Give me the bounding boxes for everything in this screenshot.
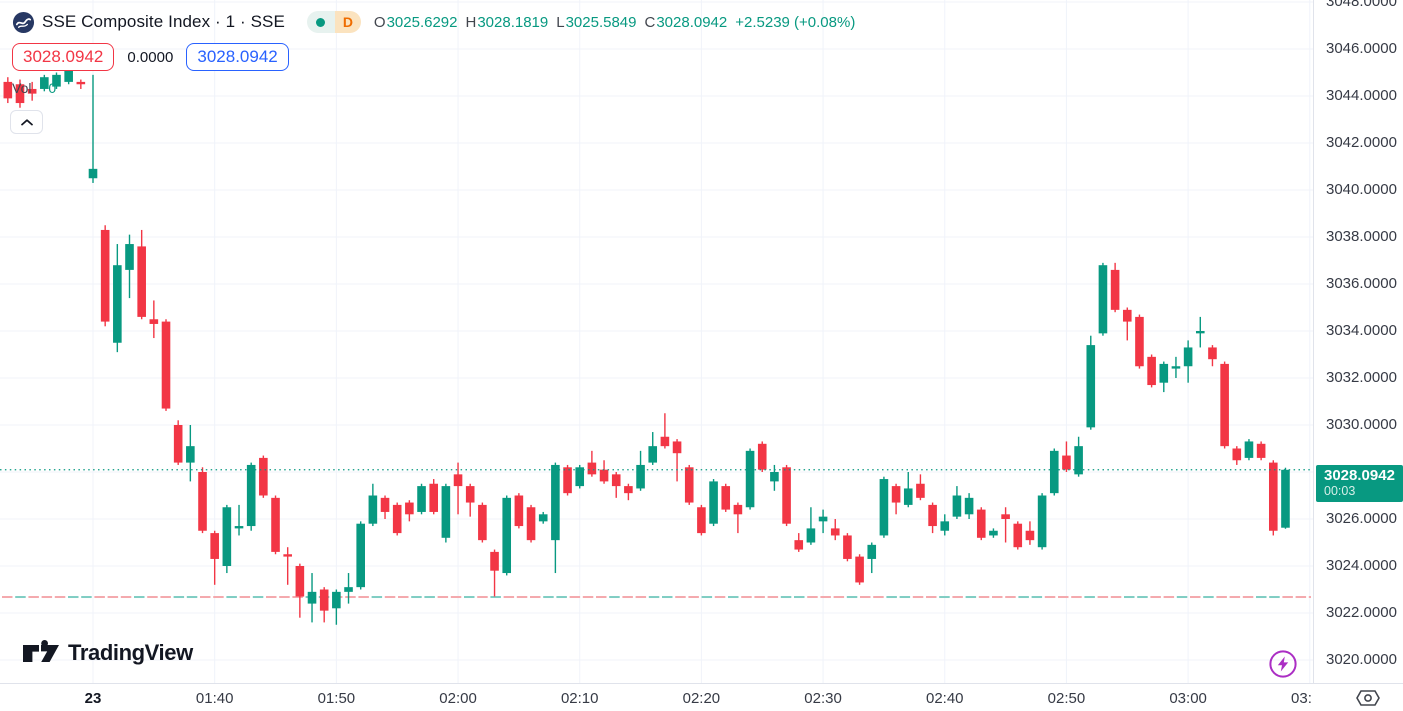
change-value: +2.5239 (+0.08%) xyxy=(735,13,856,31)
legend-collapse-button[interactable] xyxy=(10,110,43,134)
price-axis-label: 3026.0000 xyxy=(1326,510,1397,527)
price-axis-label: 3030.0000 xyxy=(1326,416,1397,433)
symbol-title[interactable]: SSE Composite Index · 1 · SSE xyxy=(42,12,285,31)
time-axis-label: 02:40 xyxy=(925,690,964,707)
tradingview-mark-icon xyxy=(23,640,59,662)
sell-button[interactable]: 3028.0942 xyxy=(12,43,115,71)
boost-button[interactable] xyxy=(1268,649,1298,679)
price-axis-label: 3034.0000 xyxy=(1326,322,1397,339)
time-axis-label: 03:00 xyxy=(1169,690,1207,707)
time-axis-label: 01:50 xyxy=(317,690,356,707)
price-axis-label: 3048.0000 xyxy=(1326,0,1397,10)
low-label: L xyxy=(556,13,565,31)
price-axis-label: 3042.0000 xyxy=(1326,134,1397,151)
low-value: 3025.5849 xyxy=(565,13,637,31)
volume-value: 0 xyxy=(48,80,57,96)
sse-symbol-logo-icon xyxy=(12,11,35,33)
high-label: H xyxy=(465,13,477,31)
last-price-value: 3028.0942 xyxy=(1324,467,1395,485)
candles-layer xyxy=(3,67,1290,625)
price-axis-label: 3038.0000 xyxy=(1326,228,1397,245)
price-axis-label: 3032.0000 xyxy=(1326,369,1397,386)
time-axis-label: 23 xyxy=(84,690,102,707)
time-axis-label: 02:20 xyxy=(682,690,721,707)
legend: SSE Composite Index · 1 · SSE D O 3025.62… xyxy=(10,8,860,134)
market-status-dot-icon[interactable] xyxy=(306,11,335,33)
close-value: 3028.0942 xyxy=(656,13,728,31)
grid-layer xyxy=(0,0,1313,683)
price-axis-label: 3040.0000 xyxy=(1326,181,1397,198)
open-value: 3025.6292 xyxy=(386,13,458,31)
price-axis-label: 3046.0000 xyxy=(1326,40,1397,57)
time-axis[interactable]: 23 01:40 01:50 02:00 02:10 02:20 02:30 02:40 02:… xyxy=(0,683,1403,711)
price-axis-label: 3036.0000 xyxy=(1326,275,1397,292)
price-axis-label: 3044.0000 xyxy=(1326,87,1397,104)
spread-value: 0.0000 xyxy=(127,48,174,66)
chevron-up-icon xyxy=(20,118,33,125)
open-label: O xyxy=(373,13,386,31)
last-price-label: 3028.0942 00:03 xyxy=(1316,465,1403,503)
close-label: C xyxy=(644,13,656,31)
time-axis-label: 03:10 xyxy=(1291,690,1313,707)
time-axis-label: 02:50 xyxy=(1047,690,1086,707)
time-axis-label: 02:10 xyxy=(560,690,599,707)
buy-button[interactable]: 3028.0942 xyxy=(186,43,289,71)
lightning-bolt-icon xyxy=(1269,650,1297,678)
market-status-pills[interactable]: D xyxy=(306,11,361,33)
time-axis-label: 02:30 xyxy=(804,690,842,707)
tradingview-logo[interactable]: TradingView xyxy=(22,638,193,668)
price-axis[interactable]: 3048.0000 3046.0000 3044.0000 3042.0000 3040… xyxy=(1313,0,1403,683)
bar-countdown: 00:03 xyxy=(1324,484,1356,499)
time-axis-label: 01:40 xyxy=(195,690,234,707)
price-axis-label: 3020.0000 xyxy=(1326,651,1397,668)
price-axis-label: 3022.0000 xyxy=(1326,604,1397,621)
high-value: 3028.1819 xyxy=(477,13,549,31)
delayed-data-badge[interactable]: D xyxy=(334,11,361,33)
tradingview-logo-text: TradingView xyxy=(68,640,193,665)
ohlc-readout: O 3025.6292 H 3028.1819 L 3025.5849 C 3028.0… xyxy=(374,14,860,31)
time-axis-label: 02:00 xyxy=(439,690,477,707)
price-axis-label: 3024.0000 xyxy=(1326,557,1397,574)
volume-label: Vol xyxy=(12,80,32,96)
axis-settings-icon[interactable] xyxy=(1355,688,1381,711)
